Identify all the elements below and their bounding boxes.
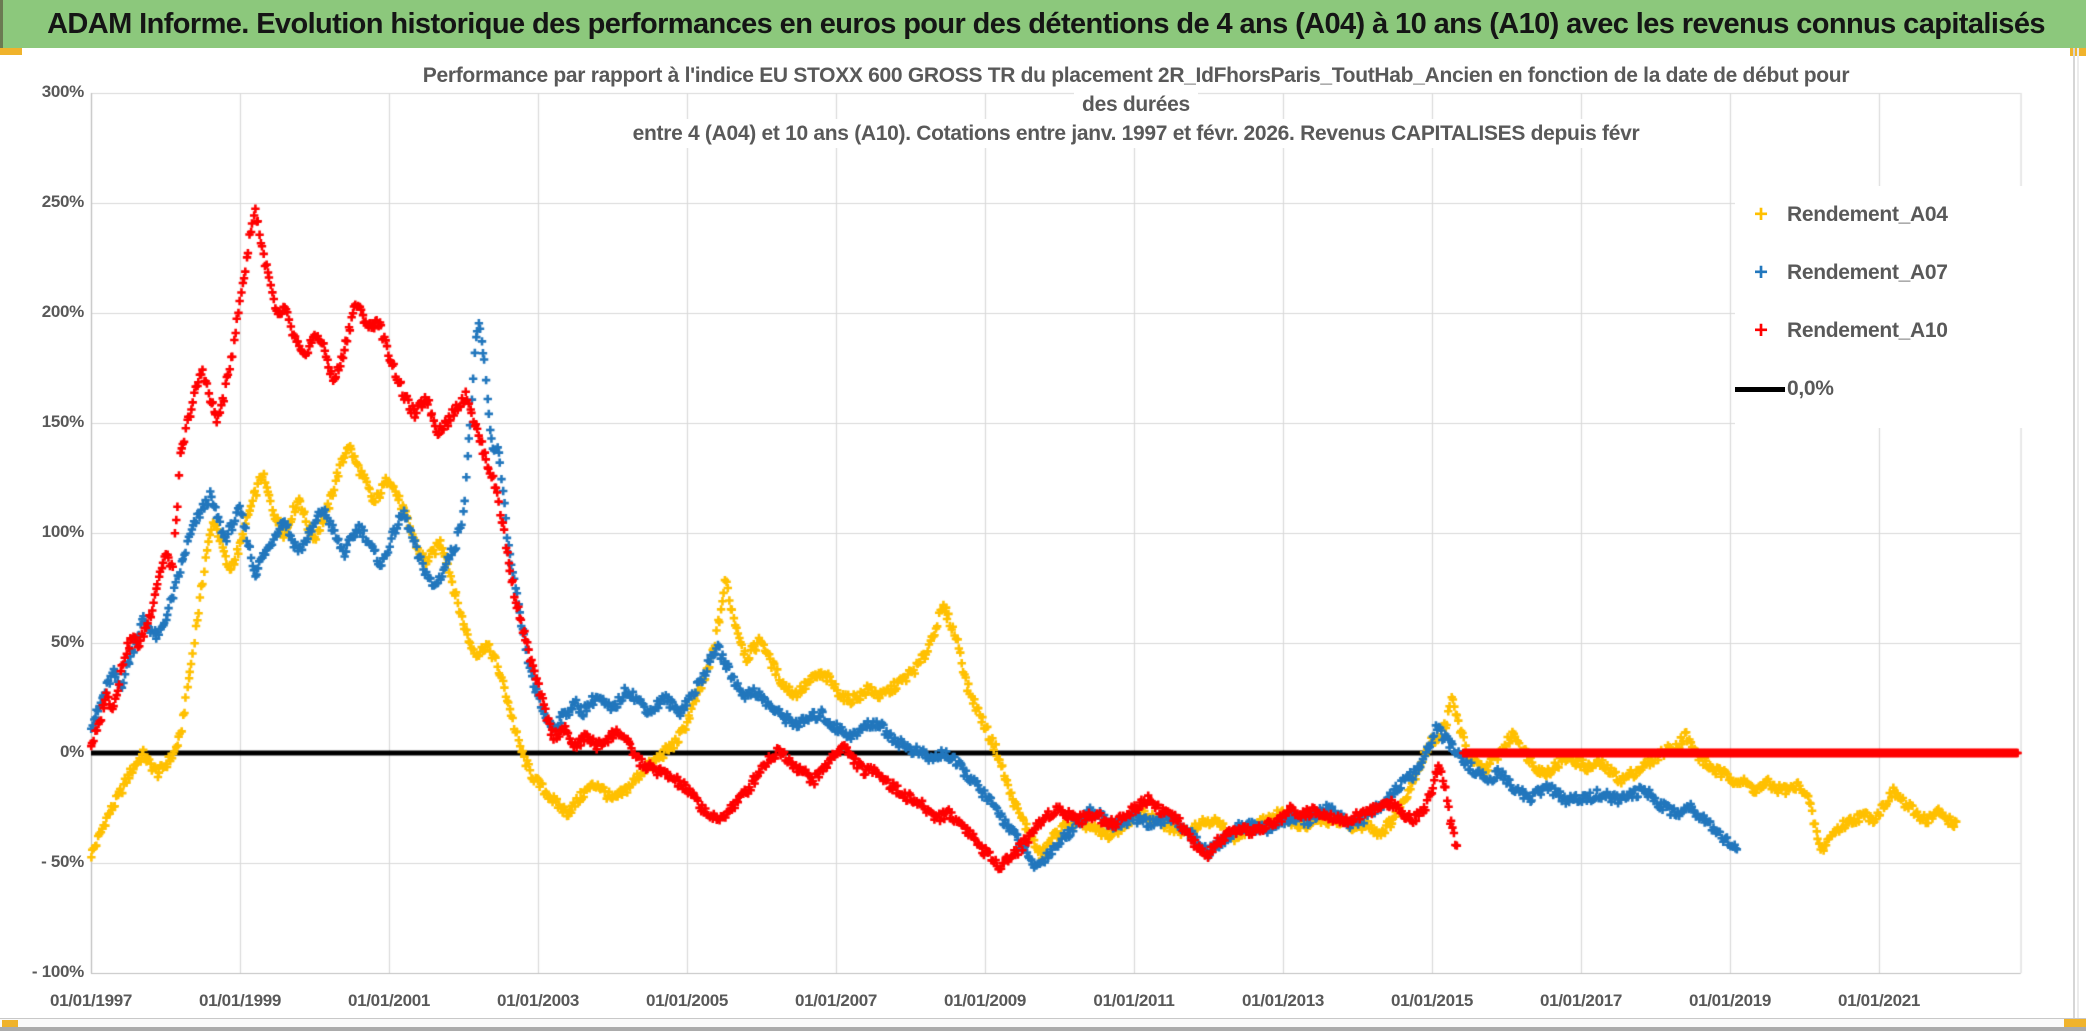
y-axis-tick-label: - 100% bbox=[31, 962, 84, 981]
x-axis-tick-label: 01/01/2007 bbox=[794, 991, 878, 1010]
chart-title-line-3: entre 4 (A04) et 10 ans (A10). Cotations… bbox=[624, 119, 1648, 148]
x-axis-tick-label: 01/01/2001 bbox=[347, 991, 431, 1010]
x-axis-tick-label: 01/01/1999 bbox=[198, 991, 282, 1010]
y-axis-tick-label: 200% bbox=[41, 302, 85, 321]
plus-marker-a07-icon: + bbox=[1753, 259, 1768, 286]
scrollbar-thumb-left[interactable] bbox=[2, 1020, 18, 1027]
y-axis-tick-label: 100% bbox=[41, 522, 85, 541]
legend-item-a04: + Rendement_A04 bbox=[1735, 186, 2031, 244]
chart-title-line-1: Performance par rapport à l'indice EU ST… bbox=[414, 61, 1858, 90]
legend-label-a07: Rendement_A07 bbox=[1787, 261, 1948, 284]
legend-label-a04: Rendement_A04 bbox=[1787, 203, 1948, 226]
x-axis-tick-label: 01/01/2003 bbox=[496, 991, 580, 1010]
legend: + Rendement_A04 + Rendement_A07 + Rendem… bbox=[1735, 186, 2031, 428]
x-axis-tick-label: 01/01/2021 bbox=[1837, 991, 1921, 1010]
zero-line-sample-icon bbox=[1735, 386, 1785, 392]
right-pane-divider-highlight bbox=[2077, 48, 2079, 1018]
legend-label-a10: Rendement_A10 bbox=[1787, 319, 1948, 342]
horizontal-scrollbar[interactable] bbox=[0, 1018, 2086, 1028]
x-axis-tick-label: 01/01/2011 bbox=[1093, 991, 1175, 1010]
y-axis-tick-label: 150% bbox=[41, 412, 85, 431]
y-axis-tick-label: 250% bbox=[41, 192, 85, 211]
legend-item-a07: + Rendement_A07 bbox=[1735, 244, 2031, 302]
x-axis-tick-label: 01/01/2017 bbox=[1539, 991, 1623, 1010]
plus-marker-a10-icon: + bbox=[1753, 317, 1768, 344]
y-axis-tick-label: 300% bbox=[41, 82, 85, 101]
plus-marker-a04-icon: + bbox=[1753, 201, 1768, 228]
x-axis-tick-label: 01/01/2009 bbox=[943, 991, 1027, 1010]
x-axis-tick-label: 01/01/2019 bbox=[1688, 991, 1772, 1010]
legend-item-zero-line: 0,0% bbox=[1735, 360, 2031, 418]
x-axis-tick-label: 01/01/2015 bbox=[1390, 991, 1474, 1010]
x-axis-tick-label: 01/01/2005 bbox=[645, 991, 729, 1010]
x-axis-tick-label: 01/01/1997 bbox=[49, 991, 133, 1010]
y-axis-tick-label: - 50% bbox=[41, 852, 84, 871]
y-axis-tick-label: 50% bbox=[50, 632, 84, 651]
chart-title-line-2: des durées bbox=[1074, 90, 1198, 119]
right-pane-divider bbox=[2073, 48, 2075, 1018]
y-axis-tick-label: 0% bbox=[60, 742, 84, 761]
chart-title: Performance par rapport à l'indice EU ST… bbox=[186, 61, 2086, 148]
legend-label-zero: 0,0% bbox=[1787, 377, 1834, 400]
bottom-window-edge bbox=[0, 1027, 2086, 1031]
legend-item-a10: + Rendement_A10 bbox=[1735, 302, 2031, 360]
x-axis-tick-label: 01/01/2013 bbox=[1241, 991, 1325, 1010]
